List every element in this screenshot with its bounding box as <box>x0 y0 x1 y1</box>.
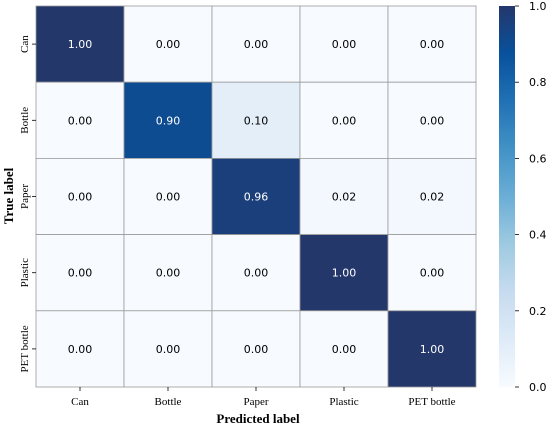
cell-2-2 <box>211 157 301 235</box>
cell-value-4-0: 0.00 <box>68 343 93 356</box>
cell-4-0 <box>35 310 125 388</box>
cell-value-3-2: 0.00 <box>244 267 269 280</box>
cell-3-1 <box>123 234 213 312</box>
cell-value-0-3: 0.00 <box>332 38 357 51</box>
cell-value-2-0: 0.00 <box>68 191 93 204</box>
heatmap-cells: 1.00 0.00 0.00 0.00 0.00 0.00 0.90 0.10 0.00 0.00… <box>35 5 477 388</box>
colorbar-ticks: 0.0 0.2 0.4 0.6 0.8 1.0 <box>515 0 547 394</box>
x-axis-label: Predicted label <box>216 411 300 426</box>
colorbar-tick-label-1: 0.2 <box>529 305 547 318</box>
y-tick-label-2: Paper <box>19 184 31 209</box>
cell-4-4 <box>387 310 477 388</box>
cell-1-0 <box>35 81 125 159</box>
cell-value-0-2: 0.00 <box>244 38 269 51</box>
cell-value-1-0: 0.00 <box>68 114 93 127</box>
y-tick-label-4: PET bottle <box>19 325 31 372</box>
cell-value-1-1: 0.90 <box>156 114 181 127</box>
cell-value-3-3: 1.00 <box>332 267 357 280</box>
cell-0-4 <box>387 5 477 83</box>
cell-4-1 <box>123 310 213 388</box>
cell-3-2 <box>211 234 301 312</box>
cell-2-3 <box>299 157 389 235</box>
cell-value-2-2: 0.96 <box>244 191 269 204</box>
cell-value-0-1: 0.00 <box>156 38 181 51</box>
cell-0-1 <box>123 5 213 83</box>
colorbar-tick-label-0: 0.0 <box>529 381 547 394</box>
cell-value-2-4: 0.02 <box>420 191 445 204</box>
cell-value-2-3: 0.02 <box>332 191 357 204</box>
cell-value-1-3: 0.00 <box>332 114 357 127</box>
cell-value-0-0: 1.00 <box>68 38 93 51</box>
colorbar-tick-label-5: 1.0 <box>529 0 547 13</box>
cell-value-4-1: 0.00 <box>156 343 181 356</box>
cell-4-2 <box>211 310 301 388</box>
cell-value-4-2: 0.00 <box>244 343 269 356</box>
cell-value-3-1: 0.00 <box>156 267 181 280</box>
x-tick-label-4: PET bottle <box>408 396 455 408</box>
cell-0-2 <box>211 5 301 83</box>
cell-value-3-0: 0.00 <box>68 267 93 280</box>
y-tick-labels: Can Bottle Paper Plastic PET bottle <box>19 35 36 372</box>
cell-1-2 <box>211 81 301 159</box>
cell-3-4 <box>387 234 477 312</box>
x-tick-label-0: Can <box>71 396 89 408</box>
x-tick-label-3: Plastic <box>329 396 358 408</box>
cell-value-1-2: 0.10 <box>244 114 269 127</box>
y-tick-label-1: Bottle <box>19 107 31 134</box>
y-axis-label: True label <box>1 167 16 224</box>
colorbar <box>499 6 515 387</box>
colorbar-tick-label-2: 0.4 <box>529 229 547 242</box>
cell-2-1 <box>123 157 213 235</box>
cell-3-3 <box>299 234 389 312</box>
colorbar-tick-label-4: 0.8 <box>529 76 547 89</box>
cell-value-4-3: 0.00 <box>332 343 357 356</box>
y-tick-label-0: Can <box>19 35 31 53</box>
cell-value-3-4: 0.00 <box>420 267 445 280</box>
y-tick-label-3: Plastic <box>19 258 31 287</box>
cell-0-3 <box>299 5 389 83</box>
cell-value-1-4: 0.00 <box>420 114 445 127</box>
cell-value-2-1: 0.00 <box>156 191 181 204</box>
cell-1-4 <box>387 81 477 159</box>
x-tick-label-2: Paper <box>243 396 268 408</box>
cell-2-4 <box>387 157 477 235</box>
cell-value-0-4: 0.00 <box>420 38 445 51</box>
x-tick-label-1: Bottle <box>155 396 182 408</box>
cell-value-4-4: 1.00 <box>420 343 445 356</box>
cell-0-0 <box>35 5 125 83</box>
x-tick-labels: Can Bottle Paper Plastic PET bottle <box>71 387 456 408</box>
colorbar-tick-label-3: 0.6 <box>529 152 547 165</box>
